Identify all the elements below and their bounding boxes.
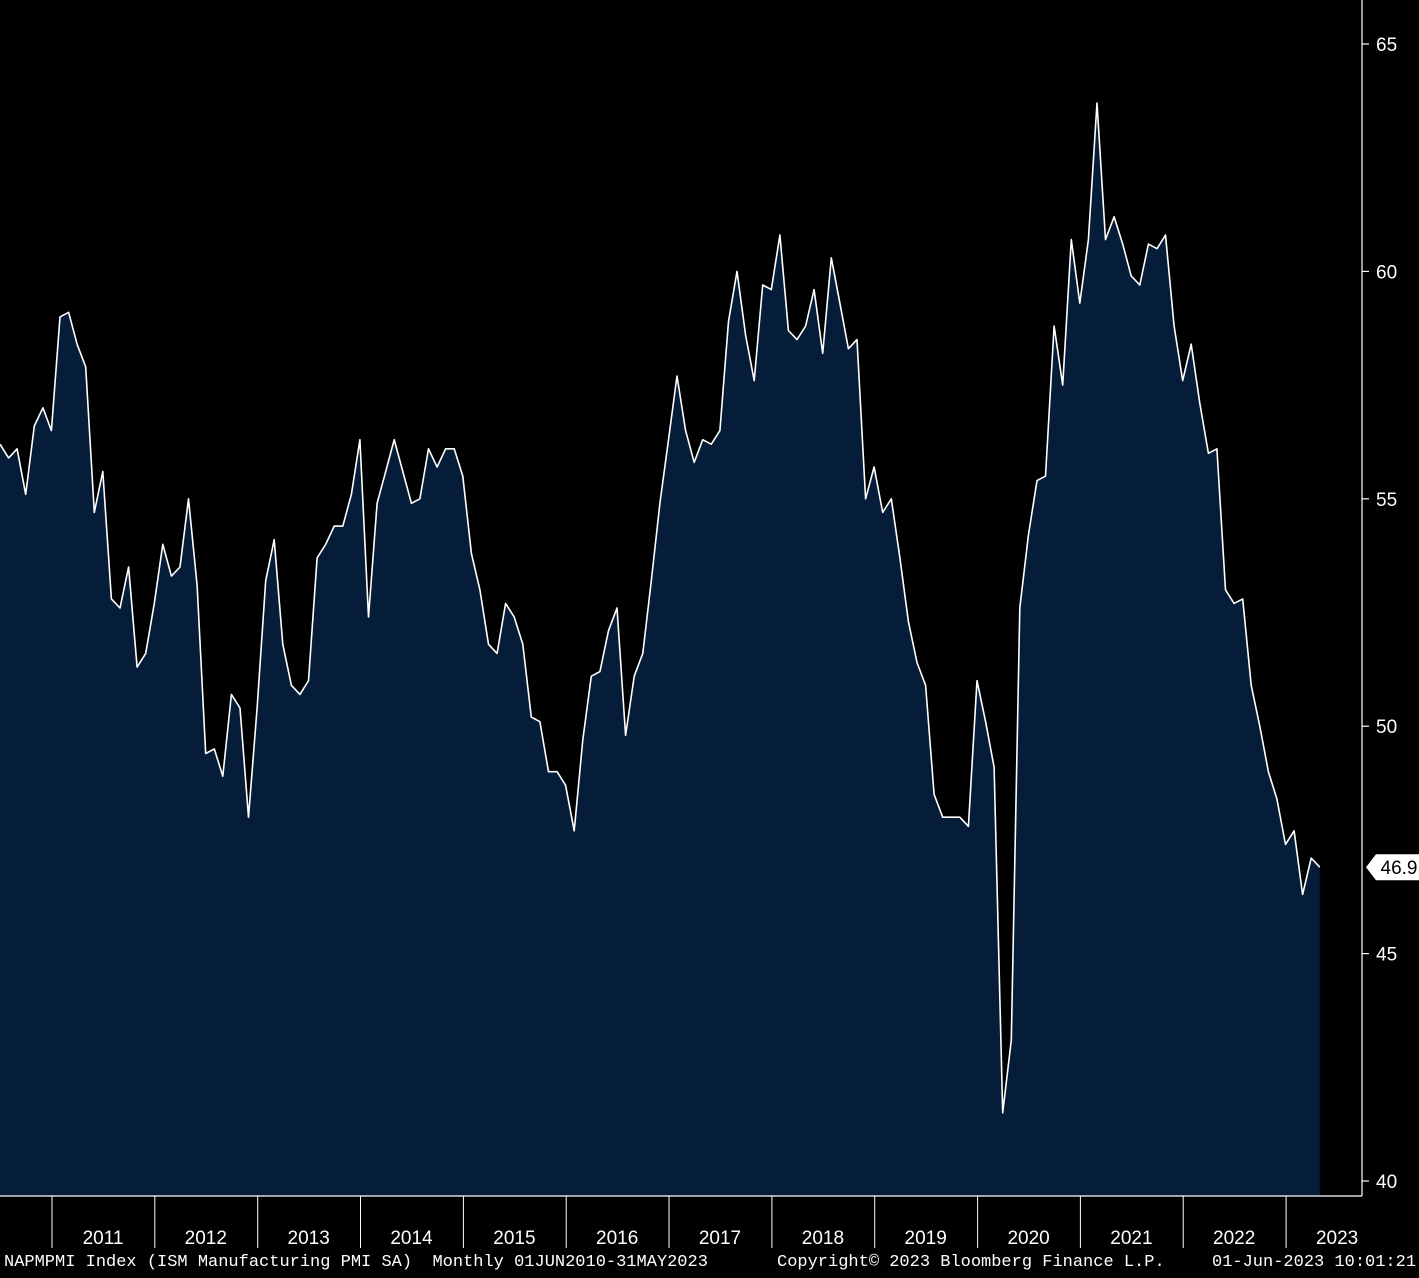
x-tick-label: 2022 — [1213, 1228, 1255, 1248]
x-tick-label: 2016 — [596, 1228, 638, 1248]
y-tick-label: 55 — [1376, 490, 1397, 511]
y-tick-label: 45 — [1376, 945, 1397, 966]
footer-copyright: Copyright© 2023 Bloomberg Finance L.P. — [777, 1253, 1165, 1272]
x-tick-label: 2015 — [493, 1228, 535, 1248]
x-tick-label: 2017 — [699, 1228, 741, 1248]
x-tick-label: 2019 — [905, 1228, 947, 1248]
x-tick-label: 2013 — [288, 1228, 330, 1248]
y-tick-label: 40 — [1376, 1172, 1397, 1193]
footer-security-description: NAPMPMI Index (ISM Manufacturing PMI SA)… — [4, 1253, 708, 1272]
chart-footer: NAPMPMI Index (ISM Manufacturing PMI SA)… — [0, 1248, 1419, 1278]
series-line — [0, 102, 1321, 1114]
y-tick-label: 65 — [1376, 35, 1397, 56]
series-area — [0, 103, 1320, 1197]
x-tick-label: 2011 — [83, 1228, 124, 1248]
y-tick-label: 50 — [1376, 717, 1397, 738]
footer-timestamp: 01-Jun-2023 10:01:21 — [1212, 1253, 1417, 1272]
x-tick-label: 2018 — [802, 1228, 844, 1248]
last-value-label: 46.9 — [1381, 858, 1418, 879]
y-tick-label: 60 — [1376, 262, 1397, 283]
x-tick-label: 2012 — [185, 1228, 227, 1248]
x-tick-label: 2021 — [1110, 1228, 1152, 1248]
pmi-chart: 40 45 50 55 60 65 2011 2012 2013 2014 2015 2016 2017… — [0, 0, 1419, 1248]
x-tick-label: 2023 — [1316, 1228, 1358, 1248]
x-tick-label: 2020 — [1007, 1228, 1049, 1248]
last-value-tag — [1366, 854, 1419, 881]
x-tick-label: 2014 — [390, 1228, 433, 1248]
